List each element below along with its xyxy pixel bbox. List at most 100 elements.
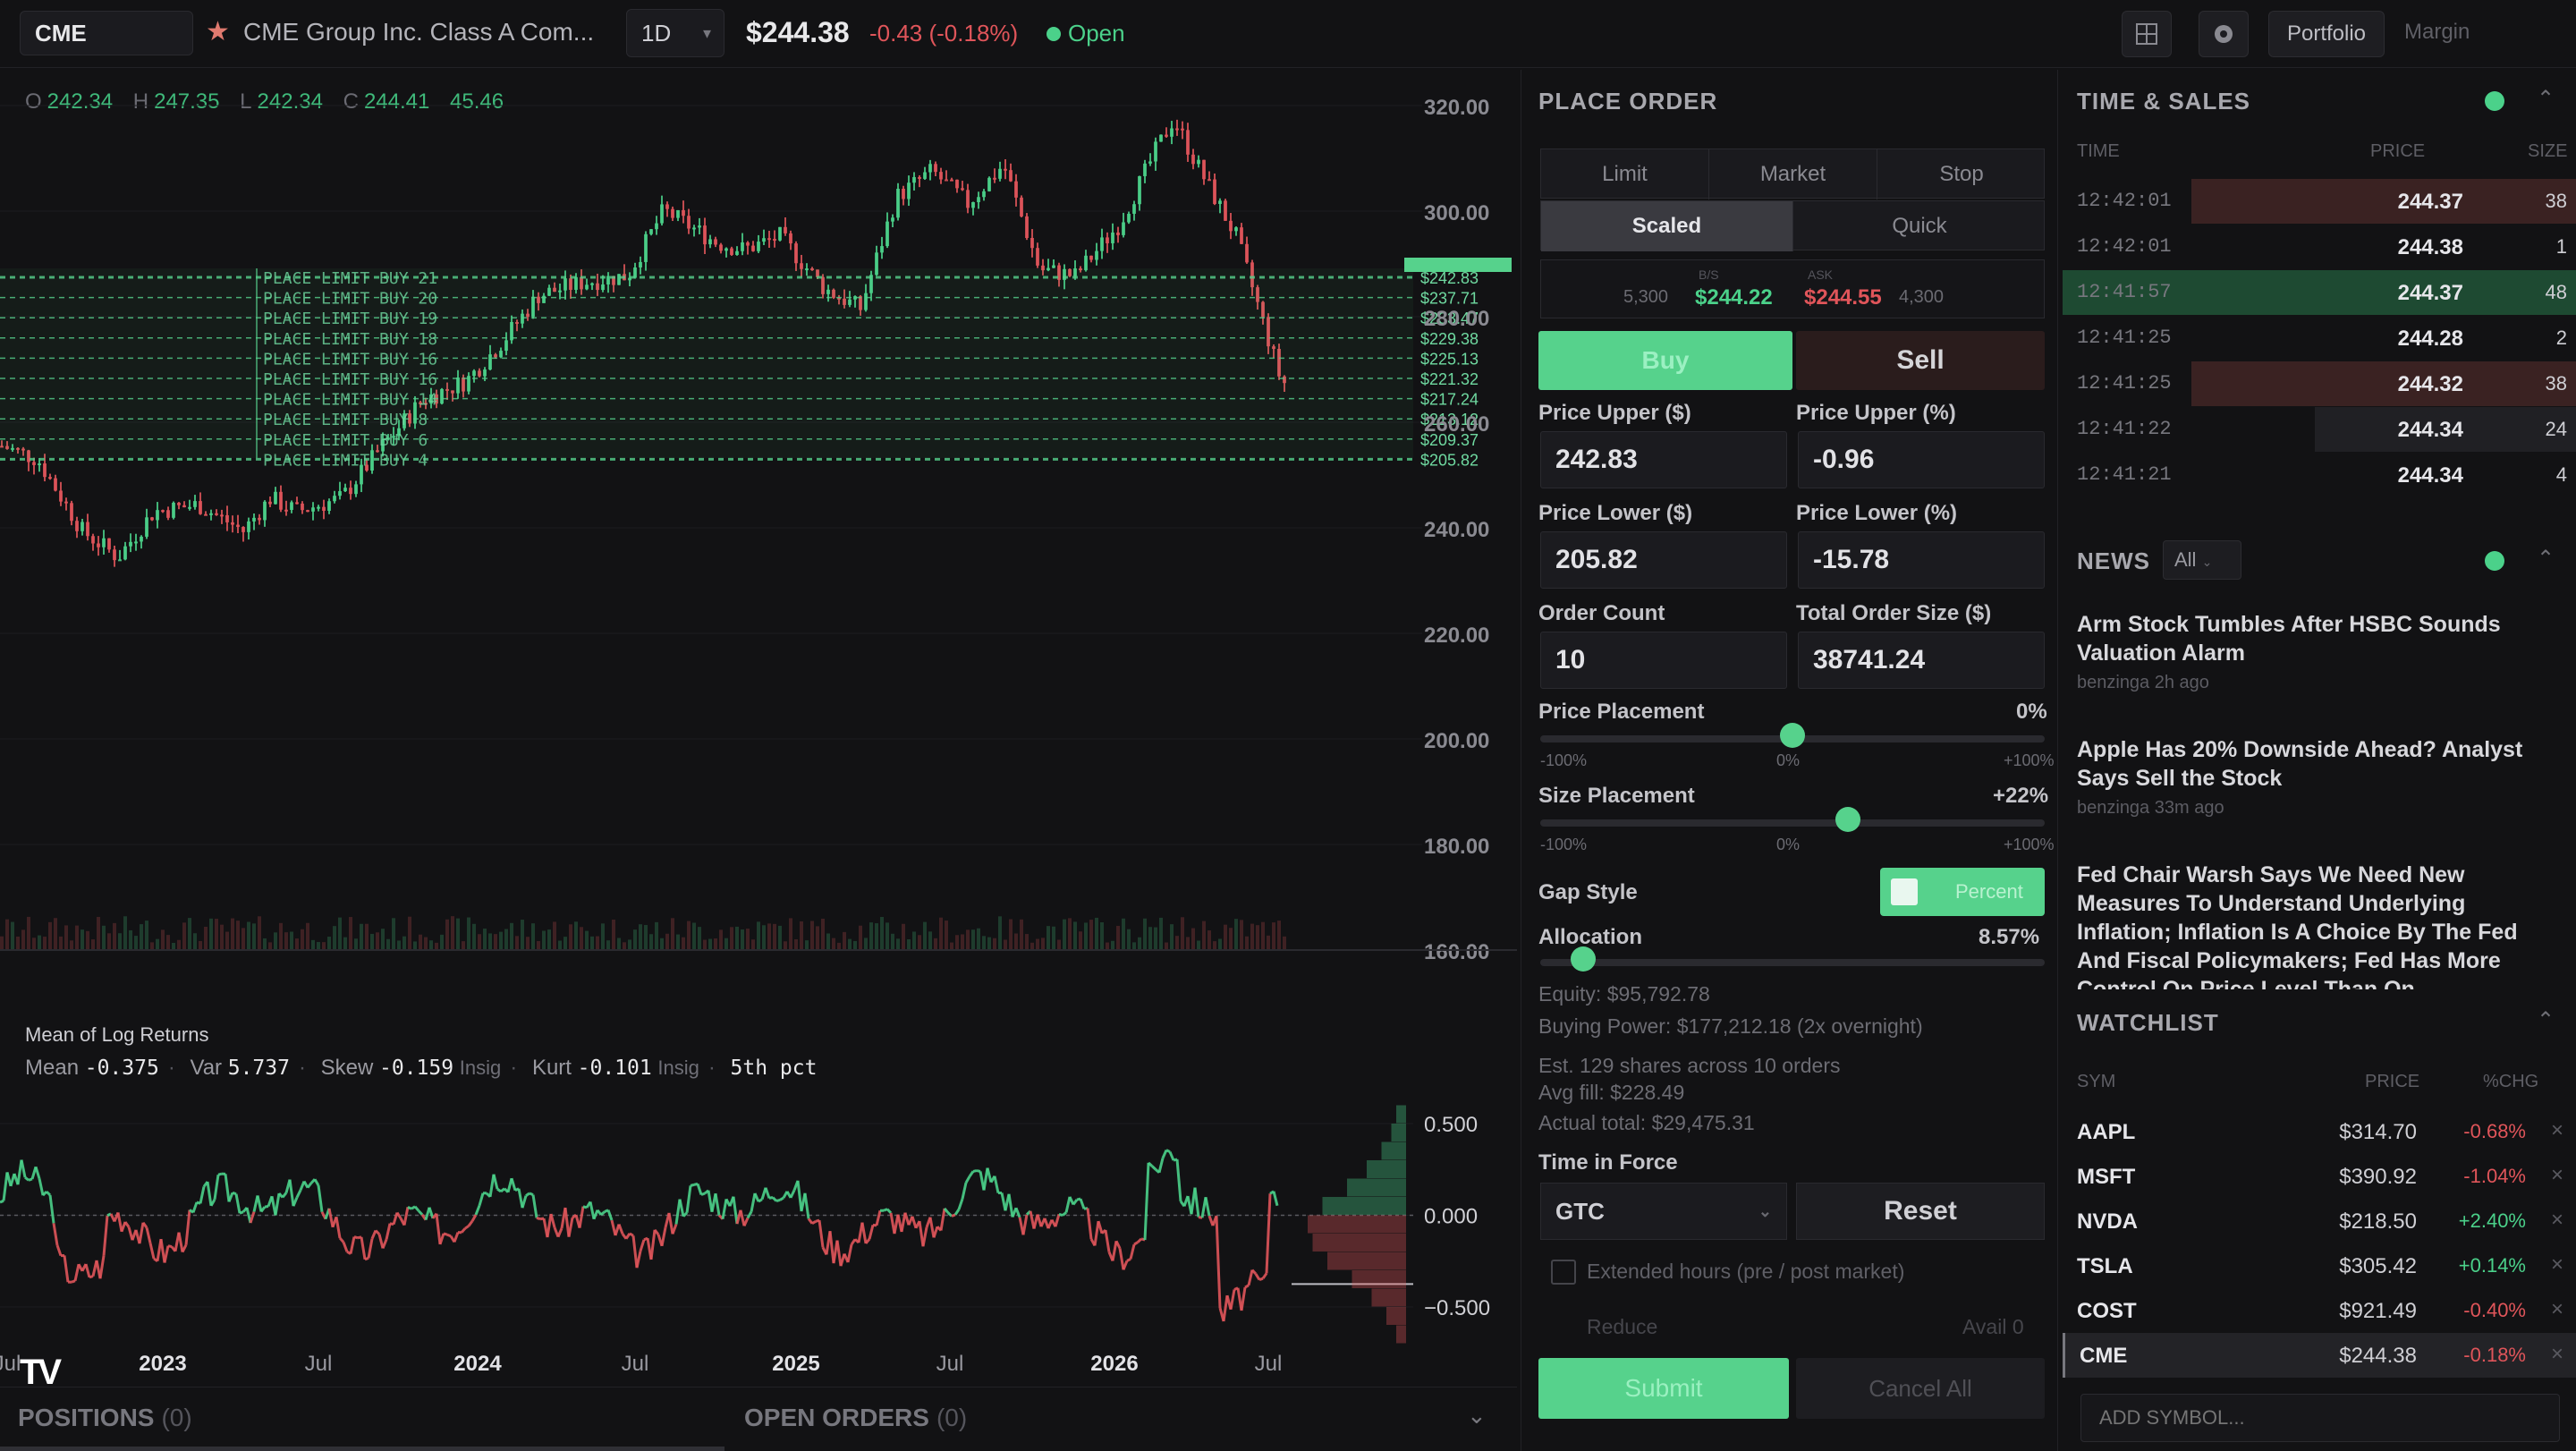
buy-button[interactable]: Buy [1538, 331, 1792, 390]
symbol-input[interactable]: CME [20, 11, 193, 55]
candle [306, 510, 309, 513]
brand-logo[interactable]: TV [20, 1353, 62, 1392]
allocation-slider[interactable] [1540, 959, 2045, 966]
volume-bar [735, 926, 739, 950]
price-lower-input[interactable] [1540, 531, 1787, 589]
live-dot-icon [2485, 91, 2504, 111]
indicator-segment [0, 1199, 4, 1204]
reduce-label[interactable]: Reduce [1587, 1315, 1658, 1338]
price-tick-label: 160.00 [1424, 940, 1489, 964]
chevron-up-icon[interactable]: ⌃ [2537, 547, 2555, 571]
volume-bar [1245, 936, 1249, 950]
ts-price: 244.32 [2397, 372, 2463, 396]
remove-icon[interactable]: × [2550, 1342, 2563, 1366]
remove-icon[interactable]: × [2550, 1163, 2563, 1187]
gap-style-toggle[interactable]: Percent [1880, 868, 2045, 916]
watchlist-row[interactable]: TSLA $305.42 +0.14% × [2063, 1243, 2576, 1288]
volume-bar [665, 933, 669, 950]
add-symbol-input[interactable] [2080, 1394, 2560, 1442]
candle [580, 276, 583, 290]
timeframe-select[interactable]: 1D ▾ [626, 9, 724, 57]
volume-bar [558, 940, 562, 950]
watchlist-row[interactable]: MSFT $390.92 -1.04% × [2063, 1154, 2576, 1199]
order-count-input[interactable] [1540, 632, 1787, 689]
tab-open-orders[interactable]: OPEN ORDERS (0) [744, 1404, 967, 1432]
indicator-segment [918, 1220, 925, 1247]
watchlist-row[interactable]: COST $921.49 -0.40% × [2063, 1288, 2576, 1333]
indicator-segment [976, 1169, 981, 1173]
wl-change: -0.68% [2463, 1120, 2526, 1142]
order-line-label: PLACE LIMIT BUY 14 [263, 391, 437, 410]
chevron-up-icon[interactable]: ⌃ [2537, 87, 2555, 111]
remove-icon[interactable]: × [2550, 1118, 2563, 1142]
cancel-all-button[interactable]: Cancel All [1796, 1358, 2045, 1419]
indicator-segment [746, 1210, 753, 1219]
last-price: $244.38 [746, 16, 850, 48]
volume-bar [832, 938, 835, 950]
mean-value: -0.375 [84, 1056, 159, 1080]
volume-bar [639, 924, 642, 950]
indicator-segment [883, 1208, 888, 1212]
candle [102, 538, 106, 547]
chart-area[interactable]: O 242.34 H 247.35 L 242.34 C 244.41 45.46 PL… [0, 70, 1517, 1392]
margin-link[interactable]: Margin [2404, 20, 2470, 44]
news-filter-select[interactable]: All ⌄ [2163, 540, 2241, 580]
settings-button[interactable] [2199, 11, 2249, 57]
gap-style-label: Gap Style [1538, 880, 1638, 904]
size-placement-slider[interactable] [1540, 819, 2045, 827]
price-chart[interactable]: PLACE LIMIT BUY 21 $242.83 PLACE LIMIT BUY… [0, 70, 1517, 1385]
watchlist-row[interactable]: CME $244.38 -0.18% × [2063, 1333, 2576, 1378]
tab-limit[interactable]: Limit [1541, 149, 1709, 199]
indicator-segment [317, 1184, 324, 1212]
allocation-thumb[interactable] [1571, 946, 1597, 972]
tab-quick[interactable]: Quick [1892, 214, 1947, 238]
price-upper-input[interactable] [1540, 431, 1787, 488]
news-headline[interactable]: Fed Chair Warsh Says We Need New Measure… [2077, 862, 2518, 989]
tab-positions[interactable]: POSITIONS (0) [18, 1404, 192, 1432]
ohlc-extra: 45.46 [450, 89, 504, 114]
candle [268, 501, 272, 505]
watchlist-row[interactable]: NVDA $218.50 +2.40% × [2063, 1199, 2576, 1243]
sell-button[interactable]: Sell [1796, 331, 2045, 390]
ts-size: 48 [2545, 281, 2567, 303]
remove-icon[interactable]: × [2550, 1297, 2563, 1321]
avail-label: Avail 0 [1962, 1315, 2024, 1338]
candle [504, 340, 508, 352]
order-lines[interactable]: PLACE LIMIT BUY 21 $242.83 PLACE LIMIT BUY… [0, 258, 1512, 470]
price-lower-pct-input[interactable] [1798, 531, 2045, 589]
portfolio-button[interactable]: Portfolio [2268, 11, 2385, 57]
volume-bar [1159, 917, 1163, 950]
tab-scaled[interactable]: Scaled [1541, 201, 1793, 251]
indicator-segment [34, 1166, 41, 1179]
tif-select[interactable]: GTC ⌄ [1540, 1183, 1787, 1240]
chevron-up-icon[interactable]: ⌃ [2537, 1008, 2555, 1032]
star-icon[interactable]: ★ [206, 17, 230, 47]
extended-hours-checkbox[interactable] [1551, 1260, 1576, 1285]
submit-button[interactable]: Submit [1538, 1358, 1789, 1419]
price-tick-label: 200.00 [1424, 729, 1489, 753]
indicator-segment [288, 1179, 295, 1207]
remove-icon[interactable]: × [2550, 1252, 2563, 1277]
total-size-input[interactable] [1798, 632, 2045, 689]
price-placement-thumb[interactable] [1780, 723, 1805, 748]
watchlist-row[interactable]: AAPL $314.70 -0.68% × [2063, 1109, 2576, 1154]
candle [934, 164, 937, 173]
price-upper-pct-input[interactable] [1798, 431, 2045, 488]
wl-symbol: TSLA [2077, 1254, 2133, 1278]
candle [225, 514, 229, 522]
news-headline[interactable]: Arm Stock Tumbles After HSBC Sounds Valu… [2077, 612, 2501, 666]
volume-bar [644, 925, 648, 950]
live-dot-icon [2485, 551, 2504, 571]
candle [612, 276, 615, 285]
reset-button[interactable]: Reset [1796, 1183, 2045, 1240]
price-lower-pct-label: Price Lower (%) [1796, 501, 1958, 525]
remove-icon[interactable]: × [2550, 1208, 2563, 1232]
candle [510, 321, 513, 341]
chevron-down-icon[interactable]: ⌄ [1467, 1402, 1487, 1429]
tab-market[interactable]: Market [1709, 149, 1877, 199]
layout-button[interactable] [2122, 11, 2172, 57]
volume-bar [1202, 921, 1206, 950]
news-headline[interactable]: Apple Has 20% Downside Ahead? Analyst Sa… [2077, 737, 2523, 791]
size-placement-thumb[interactable] [1835, 807, 1861, 832]
tab-stop[interactable]: Stop [1939, 162, 1984, 186]
